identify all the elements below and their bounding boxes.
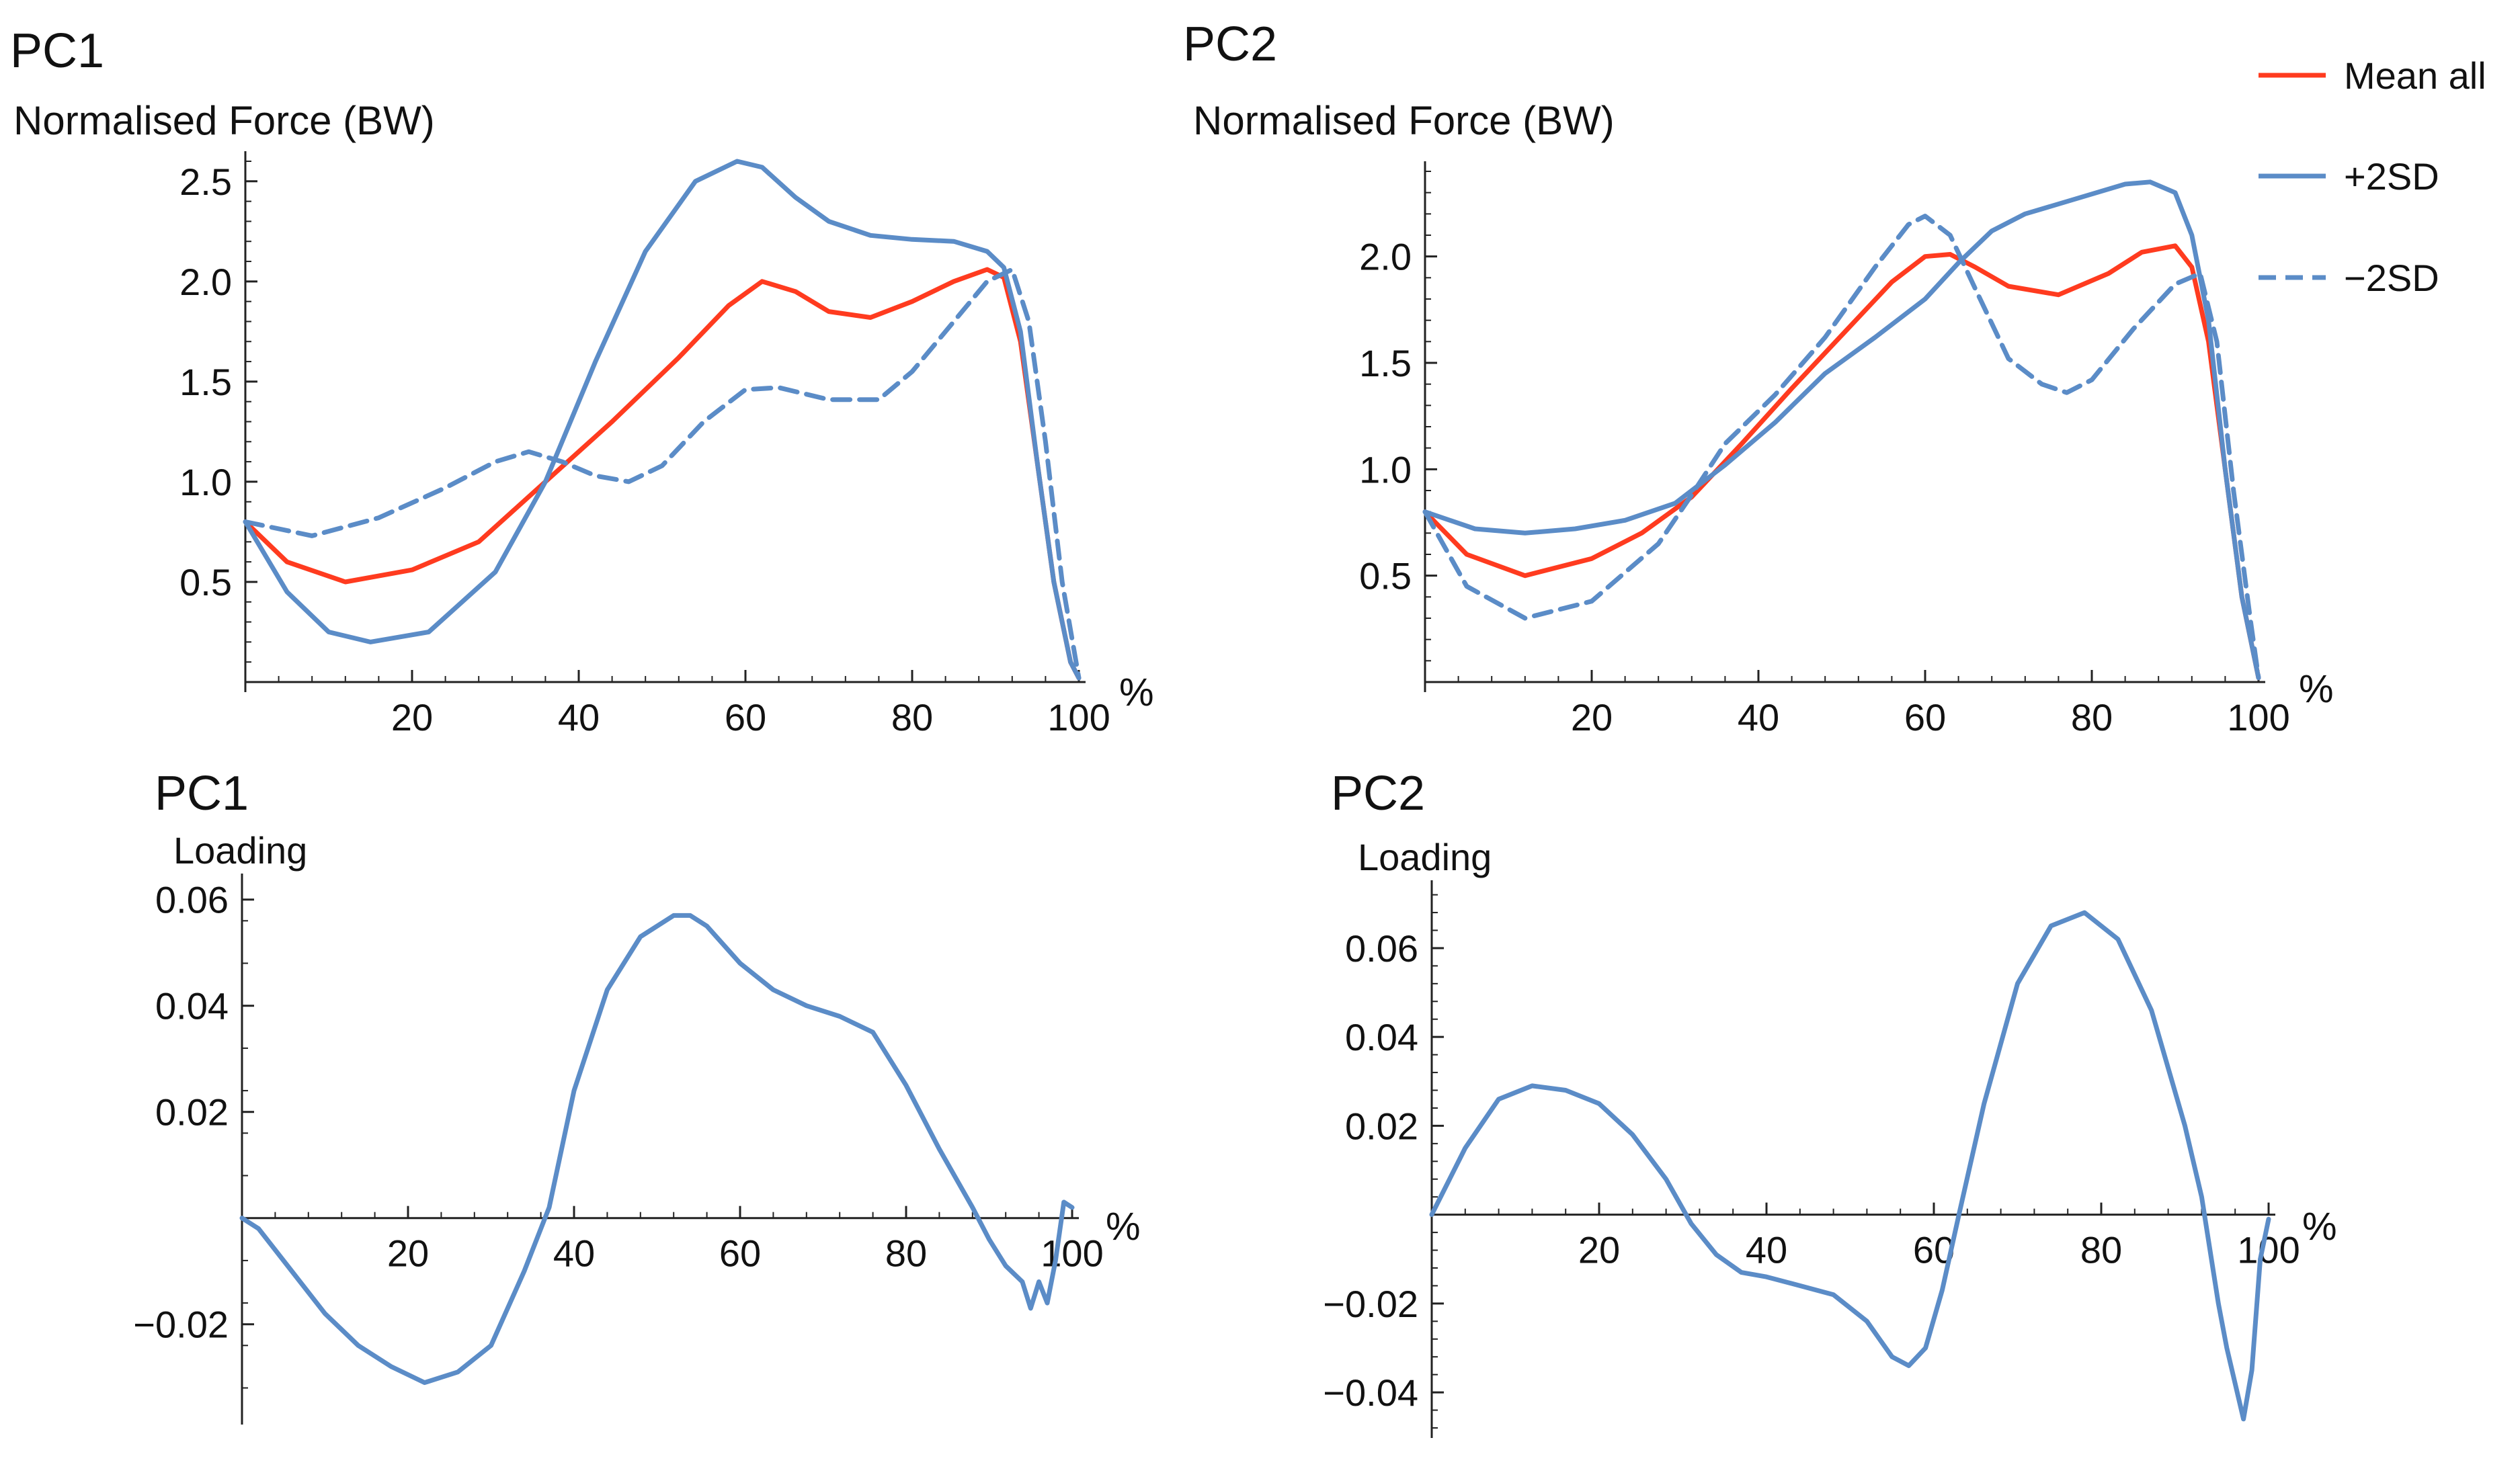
- y-tick-label: 2.0: [179, 261, 232, 303]
- x-tick-label: 20: [387, 1232, 429, 1275]
- x-tick-label: 100: [1041, 1232, 1103, 1275]
- y-tick-label: 0.04: [155, 985, 229, 1027]
- panel-title: PC1: [10, 24, 104, 78]
- y-tick-label: −0.04: [1323, 1371, 1418, 1414]
- panel-pc2-loading: PC2 Loading % −0.04 −0.02 0.02 0.04 0.06 20 40…: [1323, 767, 2337, 1438]
- x-axis-unit: %: [2299, 667, 2334, 711]
- x-tick-label: 40: [553, 1232, 595, 1275]
- x-tick-label: 80: [885, 1232, 927, 1275]
- legend-label-plus-2sd: +2SD: [2344, 155, 2439, 198]
- x-tick-label: 40: [1746, 1229, 1787, 1271]
- y-tick-label: 2.5: [179, 161, 232, 203]
- legend-item-minus-2sd: −2SD: [2259, 257, 2439, 299]
- series-line-2: [243, 159, 1082, 681]
- x-tick-label: 100: [2237, 1229, 2300, 1271]
- x-axis-unit: %: [1106, 1205, 1141, 1249]
- x-tick-label: 80: [2071, 696, 2113, 738]
- y-tick-label: 1.0: [1359, 448, 1412, 491]
- series-line-3: [1422, 214, 2261, 681]
- x-tick-label: 80: [891, 696, 933, 738]
- panel-title: PC1: [155, 767, 249, 820]
- x-tick-label: 20: [1578, 1229, 1620, 1271]
- y-axis-label: Loading: [1358, 836, 1492, 878]
- series-line-1: [243, 267, 1082, 681]
- x-tick-label: 20: [1571, 696, 1613, 738]
- legend-label-minus-2sd: −2SD: [2344, 257, 2439, 299]
- x-axis-unit: %: [2302, 1205, 2337, 1249]
- x-tick-label: 40: [1738, 696, 1779, 738]
- y-tick-label: 1.5: [179, 361, 232, 403]
- panel-pc2-force: PC2 Normalised Force (BW) % 0.5 1.0 1.5 2.0…: [1183, 17, 2334, 738]
- series-line-1: [239, 913, 1075, 1386]
- x-tick-label: 60: [1904, 696, 1946, 738]
- y-tick-label: 0.06: [1345, 927, 1418, 970]
- y-axis-label: Normalised Force (BW): [13, 98, 435, 143]
- x-tick-label: 100: [1047, 696, 1110, 738]
- y-tick-label: −0.02: [133, 1304, 229, 1346]
- legend: Mean all +2SD −2SD: [2259, 54, 2486, 299]
- x-tick-label: 100: [2227, 696, 2289, 738]
- y-tick-label: 0.02: [1345, 1105, 1418, 1147]
- series-line-3: [243, 267, 1082, 681]
- series-line-1: [1422, 243, 2261, 681]
- panel-pc1-loading: PC1 Loading % −0.02 0.02 0.04 0.06 20 40 60 80 1…: [133, 767, 1141, 1425]
- x-tick-label: 80: [2080, 1229, 2122, 1271]
- y-tick-label: 1.0: [179, 461, 232, 503]
- y-tick-label: −0.02: [1323, 1283, 1418, 1325]
- y-axis-label: Loading: [173, 829, 307, 872]
- panel-pc1-force: PC1 Normalised Force (BW) % 0.5 1.0 1.5 2.0…: [10, 24, 1154, 738]
- x-tick-label: 20: [391, 696, 433, 738]
- series-line-2: [1422, 179, 2261, 681]
- y-tick-label: 0.04: [1345, 1016, 1418, 1058]
- legend-item-plus-2sd: +2SD: [2259, 155, 2439, 198]
- x-tick-label: 40: [558, 696, 600, 738]
- x-axis-unit: %: [1119, 671, 1154, 714]
- series-line-1: [1429, 910, 2271, 1422]
- y-tick-label: 2.0: [1359, 236, 1412, 278]
- legend-item-mean: Mean all: [2259, 54, 2486, 97]
- y-tick-label: 1.5: [1359, 342, 1412, 384]
- y-tick-label: 0.5: [179, 561, 232, 603]
- panel-title: PC2: [1331, 767, 1425, 820]
- y-tick-label: 0.5: [1359, 555, 1412, 597]
- legend-label-mean: Mean all: [2344, 54, 2486, 97]
- x-tick-label: 60: [719, 1232, 761, 1275]
- x-tick-label: 60: [725, 696, 766, 738]
- y-axis-label: Normalised Force (BW): [1193, 98, 1615, 143]
- panel-title: PC2: [1183, 17, 1277, 71]
- y-tick-label: 0.06: [155, 879, 229, 921]
- y-tick-label: 0.02: [155, 1091, 229, 1134]
